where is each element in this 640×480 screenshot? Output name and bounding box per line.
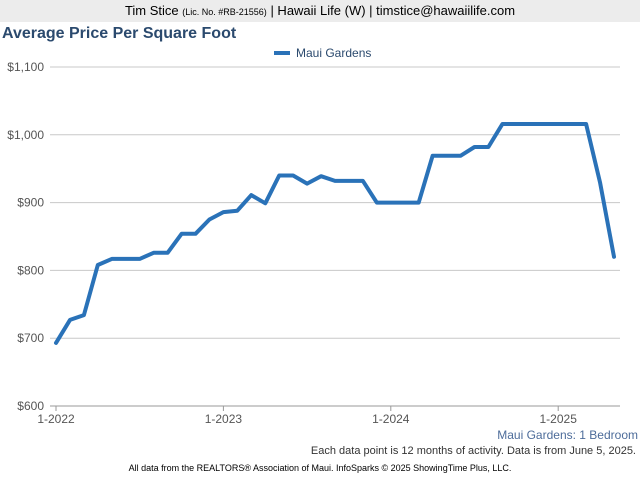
header-bar: Tim Stice (Lic. No. #RB-21556) | Hawaii …: [0, 0, 640, 22]
y-tick-label: $1,000: [7, 128, 44, 142]
license-number: (Lic. No. #RB-21556): [182, 7, 267, 17]
x-tick-label: 1-2023: [205, 412, 243, 426]
subset-label: Maui Gardens: 1 Bedroom: [497, 428, 638, 442]
legend-label: Maui Gardens: [296, 46, 372, 60]
y-tick-label: $900: [17, 196, 44, 210]
x-tick-label: 1-2024: [372, 412, 410, 426]
y-tick-label: $700: [17, 331, 44, 345]
series-line: [54, 122, 616, 345]
agency-contact: | Hawaii Life (W) | timstice@hawaiilife.…: [270, 3, 516, 18]
data-note: Each data point is 12 months of activity…: [310, 445, 636, 457]
agent-name: Tim Stice: [124, 3, 179, 18]
x-tick-label: 1-2022: [37, 412, 75, 426]
footer-source: All data from the REALTORS® Association …: [128, 463, 512, 473]
legend-swatch: [274, 51, 290, 55]
chart-title: Average Price Per Square Foot: [2, 25, 237, 42]
x-tick-label: 1-2025: [540, 412, 578, 426]
legend[interactable]: Maui Gardens: [274, 46, 371, 60]
y-tick-label: $800: [17, 263, 44, 277]
y-tick-label: $600: [17, 399, 44, 413]
y-tick-label: $1,100: [7, 60, 44, 74]
